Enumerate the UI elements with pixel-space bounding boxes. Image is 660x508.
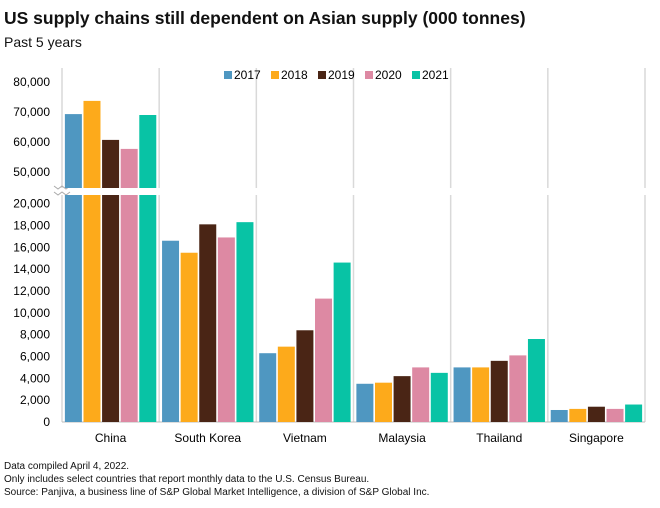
bar-china-2018-upper	[83, 100, 101, 188]
bar-singapore-2017	[550, 409, 568, 422]
y-tick-label: 8,000	[20, 328, 50, 342]
bar-china-2020-upper	[120, 148, 138, 188]
bar-malaysia-2020	[412, 367, 430, 422]
bar-singapore-2021	[625, 404, 643, 422]
y-tick-label: 18,000	[13, 218, 50, 232]
bar-china-2019-upper	[102, 139, 120, 188]
bar-thailand-2021	[527, 339, 545, 422]
footnotes: Data compiled April 4, 2022. Only includ…	[4, 460, 429, 499]
y-tick-label: 70,000	[13, 105, 50, 119]
legend-swatch-2021	[412, 71, 420, 79]
bar-malaysia-2021	[430, 372, 448, 422]
note-source: Source: Panjiva, a business line of S&P …	[4, 487, 430, 498]
chart-title: US supply chains still dependent on Asia…	[4, 8, 526, 28]
bar-south-korea-2018	[180, 252, 198, 422]
x-tick-label: Thailand	[476, 431, 522, 445]
y-tick-label: 20,000	[13, 197, 50, 211]
x-tick-label: Vietnam	[283, 431, 327, 445]
x-tick-label: Singapore	[569, 431, 624, 445]
bar-thailand-2017	[453, 367, 471, 422]
bar-vietnam-2017	[259, 353, 277, 422]
note-date: Data compiled April 4, 2022.	[4, 461, 130, 472]
bar-china-2019	[102, 195, 120, 422]
y-tick-label: 2,000	[20, 393, 50, 407]
bar-singapore-2018	[569, 408, 587, 422]
bar-south-korea-2020	[217, 237, 235, 422]
bar-china-2021	[139, 195, 157, 422]
y-tick-label: 4,000	[20, 371, 50, 385]
bar-thailand-2019	[490, 360, 508, 422]
bar-south-korea-2021	[236, 222, 254, 422]
legend-label-2017: 2017	[234, 68, 261, 82]
note-coverage: Only includes select countries that repo…	[4, 474, 370, 485]
bar-china-2017	[64, 195, 82, 422]
y-tick-label: 14,000	[13, 262, 50, 276]
bar-south-korea-2017	[162, 240, 180, 422]
y-tick-label: 6,000	[20, 349, 50, 363]
legend-label-2019: 2019	[328, 68, 355, 82]
bar-malaysia-2019	[393, 376, 411, 422]
y-tick-label: 50,000	[13, 165, 50, 179]
bar-thailand-2018	[472, 367, 490, 422]
y-tick-label: 16,000	[13, 240, 50, 254]
bar-south-korea-2019	[199, 224, 217, 422]
legend-swatch-2019	[318, 71, 326, 79]
legend-label-2021: 2021	[422, 68, 449, 82]
bar-vietnam-2019	[296, 330, 314, 422]
bar-china-2020	[120, 195, 138, 422]
legend-label-2020: 2020	[375, 68, 402, 82]
y-tick-label: 80,000	[13, 75, 50, 89]
y-tick-label: 60,000	[13, 135, 50, 149]
bar-vietnam-2021	[333, 262, 351, 422]
bar-singapore-2019	[587, 406, 605, 422]
bar-china-2018	[83, 195, 101, 422]
x-tick-label: China	[95, 431, 127, 445]
y-tick-label: 0	[43, 415, 50, 429]
legend-swatch-2018	[271, 71, 279, 79]
bar-singapore-2020	[606, 408, 624, 422]
bar-vietnam-2018	[277, 346, 295, 422]
bar-thailand-2020	[509, 355, 527, 422]
bar-vietnam-2020	[315, 298, 333, 422]
bar-china-2021-upper	[139, 115, 157, 188]
legend-label-2018: 2018	[281, 68, 308, 82]
legend-swatch-2020	[365, 71, 373, 79]
chart-subtitle: Past 5 years	[4, 34, 82, 50]
x-tick-label: South Korea	[174, 431, 241, 445]
bar-malaysia-2017	[356, 383, 374, 422]
x-tick-label: Malaysia	[378, 431, 426, 445]
legend-swatch-2017	[224, 71, 232, 79]
bar-malaysia-2018	[374, 382, 392, 422]
bar-china-2017-upper	[64, 114, 82, 188]
y-tick-label: 10,000	[13, 306, 50, 320]
y-tick-label: 12,000	[13, 284, 50, 298]
